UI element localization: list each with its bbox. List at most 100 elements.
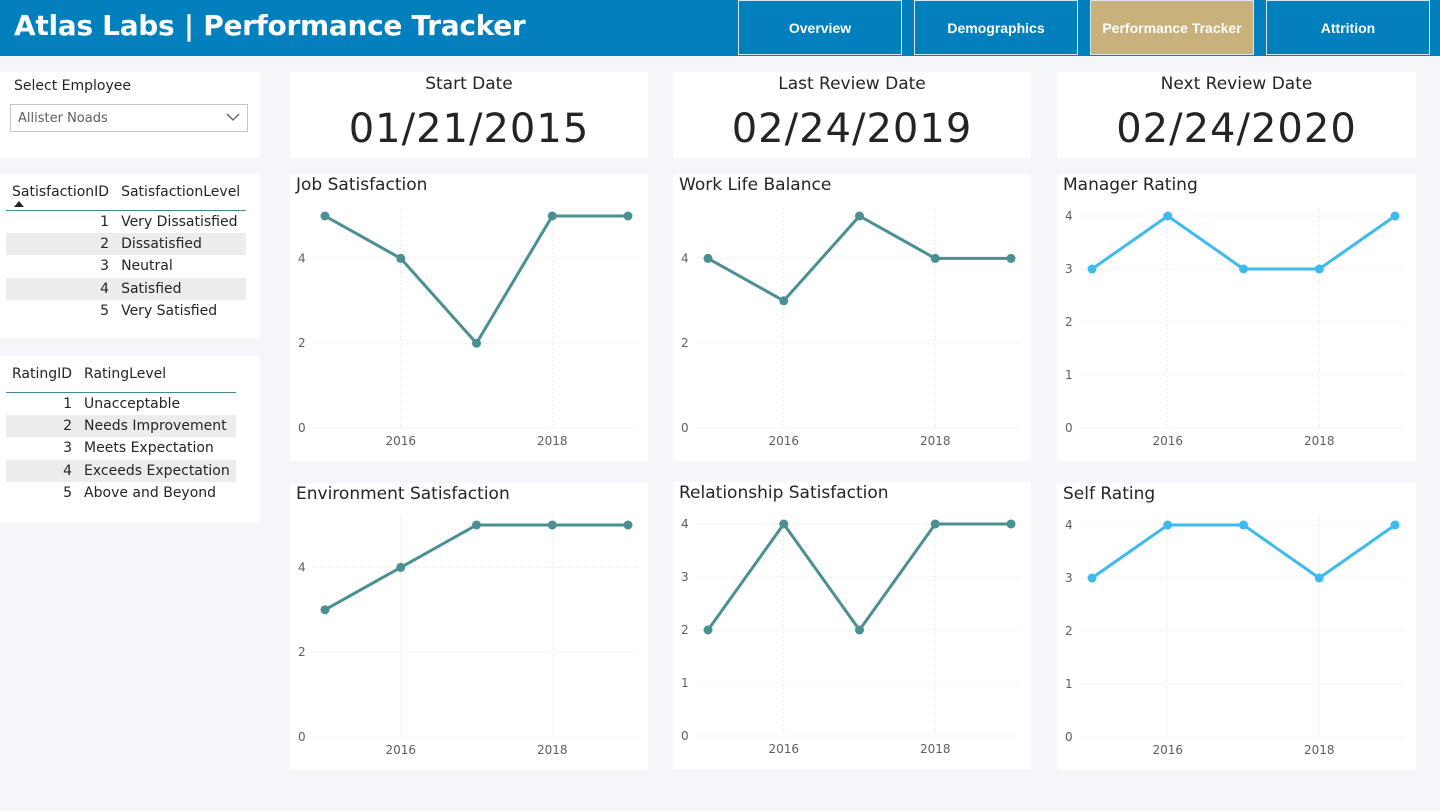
- column-header-satisfaction-level[interactable]: SatisfactionLevel: [115, 174, 247, 211]
- data-point[interactable]: [930, 519, 940, 529]
- x-tick-label: 2018: [1304, 743, 1335, 757]
- data-point[interactable]: [1390, 520, 1400, 530]
- chart-title: Work Life Balance: [679, 175, 832, 195]
- data-point[interactable]: [1163, 211, 1173, 221]
- x-tick-label: 2018: [1304, 434, 1335, 448]
- data-point[interactable]: [396, 562, 406, 572]
- data-point[interactable]: [779, 519, 789, 529]
- y-tick-label: 2: [298, 645, 306, 659]
- data-point[interactable]: [472, 520, 481, 530]
- data-point[interactable]: [1006, 253, 1016, 263]
- series-line: [324, 214, 628, 345]
- chart-title: Job Satisfaction: [296, 175, 428, 195]
- data-point[interactable]: [547, 211, 557, 221]
- column-header-rating-level[interactable]: RatingLevel: [78, 356, 236, 393]
- data-point[interactable]: [1006, 519, 1016, 529]
- y-tick-label: 3: [1065, 571, 1073, 585]
- kpi-last-review-date: Last Review Date 02/24/2019: [673, 72, 1031, 158]
- sort-ascending-icon: [14, 200, 24, 207]
- rating-level-cell: Above and Beyond: [84, 485, 217, 502]
- satisfaction-id-cell: 3: [100, 258, 110, 275]
- column-header-rating-id[interactable]: RatingID: [6, 356, 79, 393]
- nav-demographics-button[interactable]: Demographics: [914, 0, 1078, 55]
- table-row: 5 Very Satisfied: [6, 300, 246, 323]
- column-header-satisfaction-id[interactable]: SatisfactionID: [6, 174, 116, 211]
- data-point[interactable]: [855, 625, 864, 635]
- rating-level-cell: Exceeds Expectation: [78, 459, 236, 482]
- data-point[interactable]: [1314, 264, 1324, 274]
- rating-table: RatingID RatingLevel 1 Unacceptable 2 Need…: [6, 356, 236, 505]
- nav-performance-tracker-button[interactable]: Performance Tracker: [1090, 0, 1254, 55]
- rating-id-cell: 4: [6, 459, 79, 482]
- nav-overview-button[interactable]: Overview: [738, 0, 902, 55]
- self-rating-chart: Self Rating 0 1 2 3 4 2016 2018: [1057, 483, 1416, 770]
- satisfaction-id-cell: 2: [6, 232, 116, 255]
- data-point[interactable]: [1087, 573, 1097, 583]
- x-tick-label: 2016: [768, 434, 799, 448]
- line-chart: 0 2 4 2016 2018: [298, 517, 638, 757]
- x-tick-label: 2016: [1152, 743, 1183, 757]
- satisfaction-level-cell: Very Dissatisfied: [121, 213, 238, 230]
- y-tick-label: 4: [681, 251, 689, 265]
- y-tick-label: 3: [1065, 262, 1073, 276]
- chart-title: Environment Satisfaction: [296, 484, 510, 504]
- data-point[interactable]: [1239, 264, 1248, 274]
- satisfaction-id-cell: 1: [100, 213, 110, 230]
- satisfaction-level-cell: Dissatisfied: [115, 232, 247, 255]
- y-tick-label: 2: [1065, 315, 1073, 329]
- top-bar: Atlas Labs | Performance Tracker Overvie…: [0, 0, 1440, 56]
- rating-level-cell: Unacceptable: [84, 395, 181, 412]
- data-point[interactable]: [472, 338, 481, 348]
- series-line: [1091, 523, 1396, 580]
- employee-dropdown[interactable]: Allister Noads: [10, 104, 248, 132]
- data-point[interactable]: [396, 253, 406, 263]
- table-row: 4 Satisfied: [6, 277, 247, 300]
- employee-dropdown-value: Allister Noads: [18, 111, 108, 126]
- table-row: 3 Neutral: [6, 255, 246, 278]
- data-point[interactable]: [320, 211, 330, 221]
- data-point[interactable]: [1239, 520, 1248, 530]
- satisfaction-id-cell: 4: [6, 277, 116, 300]
- y-tick-label: 2: [681, 336, 689, 350]
- y-tick-label: 4: [1065, 518, 1073, 532]
- y-tick-label: 4: [298, 251, 306, 265]
- y-tick-label: 2: [681, 623, 689, 637]
- y-tick-label: 1: [1065, 368, 1073, 382]
- table-row: 1 Very Dissatisfied: [6, 210, 246, 233]
- x-tick-label: 2018: [537, 434, 568, 448]
- work-life-balance-chart: Work Life Balance 0 2 4 2016 2018: [673, 174, 1031, 461]
- data-point[interactable]: [1314, 573, 1324, 583]
- data-point[interactable]: [703, 625, 713, 635]
- nav-attrition-button[interactable]: Attrition: [1266, 0, 1430, 55]
- table-row: 1 Unacceptable: [6, 392, 236, 415]
- y-tick-label: 0: [298, 730, 306, 744]
- data-point[interactable]: [623, 211, 633, 221]
- rating-id-cell: 1: [63, 395, 73, 412]
- kpi-next-review-date: Next Review Date 02/24/2020: [1057, 72, 1416, 158]
- data-point[interactable]: [1163, 520, 1173, 530]
- table-row: 4 Exceeds Expectation: [6, 459, 236, 482]
- rating-table-card: RatingID RatingLevel 1 Unacceptable 2 Need…: [0, 356, 260, 523]
- satisfaction-level-cell: Neutral: [121, 258, 173, 275]
- satisfaction-level-cell: Very Satisfied: [121, 303, 218, 320]
- kpi-value: 01/21/2015: [348, 106, 590, 152]
- data-point[interactable]: [779, 296, 789, 306]
- data-point[interactable]: [703, 253, 713, 263]
- series-line: [1091, 214, 1396, 271]
- data-point[interactable]: [930, 253, 940, 263]
- rating-level-cell: Meets Expectation: [84, 440, 214, 457]
- y-tick-label: 4: [1065, 209, 1073, 223]
- manager-rating-chart: Manager Rating 0 1 2 3 4 2016 2018: [1057, 174, 1416, 461]
- table-row: 2 Dissatisfied: [6, 232, 247, 255]
- data-point[interactable]: [1087, 264, 1097, 274]
- data-point[interactable]: [623, 520, 633, 530]
- data-point[interactable]: [320, 605, 330, 615]
- y-tick-label: 3: [681, 570, 689, 584]
- rating-level-cell: Needs Improvement: [78, 414, 236, 437]
- x-tick-label: 2016: [1152, 434, 1183, 448]
- satisfaction-table: SatisfactionID SatisfactionLevel 1 Very D…: [6, 174, 247, 323]
- data-point[interactable]: [855, 211, 864, 221]
- y-tick-label: 2: [298, 336, 306, 350]
- data-point[interactable]: [547, 520, 557, 530]
- data-point[interactable]: [1390, 211, 1400, 221]
